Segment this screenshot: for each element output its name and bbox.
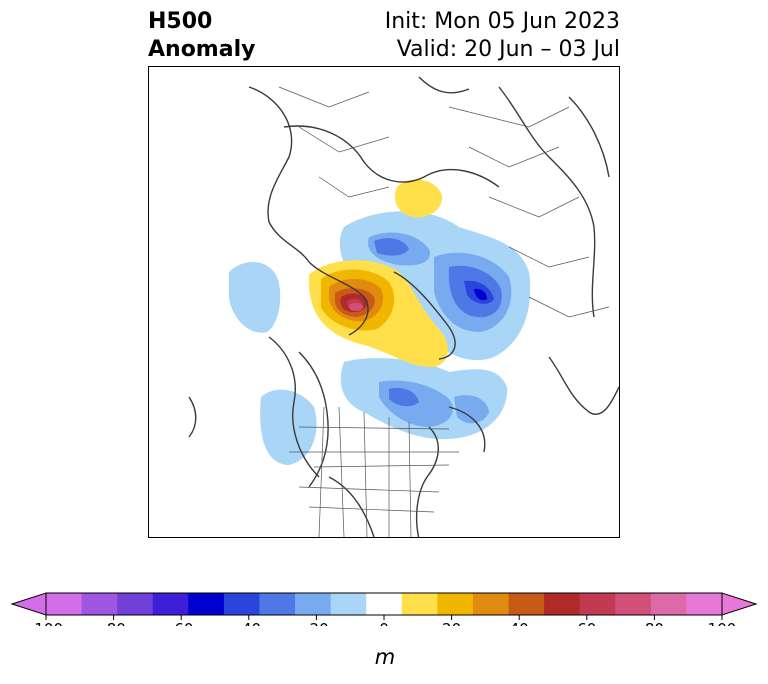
colorbar-tick-label: 80 xyxy=(645,620,664,626)
colorbar: -100 -80 -60 -40 -20 0 20 40 60 80 100 xyxy=(10,592,758,626)
colorbar-tick-label: 40 xyxy=(510,620,529,626)
colorbar-swatch xyxy=(295,593,332,615)
colorbar-swatch xyxy=(544,593,581,615)
colorbar-swatch xyxy=(330,593,367,615)
colorbar-swatch xyxy=(188,593,225,615)
colorbar-tick-label: -80 xyxy=(101,620,126,626)
colorbar-swatch xyxy=(650,593,687,615)
colorbar-tick-label: 100 xyxy=(708,620,737,626)
colorbar-swatch xyxy=(46,593,83,615)
colorbar-tick-label: -100 xyxy=(29,620,63,626)
colorbar-swatch xyxy=(615,593,652,615)
colorbar-unit-label: m xyxy=(374,645,396,669)
map-dates: Init: Mon 05 Jun 2023 Valid: 20 Jun – 03… xyxy=(385,8,620,64)
political-borders xyxy=(278,86,610,537)
map-panel xyxy=(148,66,620,538)
title-quantity: Anomaly xyxy=(148,37,256,62)
colorbar-tick-label: -40 xyxy=(237,620,262,626)
colorbar-swatch xyxy=(366,593,403,615)
colorbar-swatch xyxy=(223,593,260,615)
positive-anomaly-shading xyxy=(308,179,448,367)
title-variable: H500 xyxy=(148,9,213,34)
colorbar-tick-label: -20 xyxy=(304,620,329,626)
colorbar-tick-label: 60 xyxy=(577,620,596,626)
colorbar-swatch xyxy=(401,593,438,615)
colorbar-tick-label: -60 xyxy=(169,620,194,626)
colorbar-swatch xyxy=(508,593,545,615)
colorbar-ticks: -100 -80 -60 -40 -20 0 20 40 60 80 100 xyxy=(29,615,736,626)
colorbar-swatch xyxy=(152,593,189,615)
negative-anomaly-shading xyxy=(229,211,531,465)
colorbar-swatch xyxy=(259,593,296,615)
colorbar-tick-label: 0 xyxy=(379,620,389,626)
coastlines xyxy=(188,76,619,537)
colorbar-swatch xyxy=(686,593,723,615)
colorbar-under-triangle xyxy=(10,592,47,616)
colorbar-swatch xyxy=(472,593,510,615)
map-title: H500 Anomaly xyxy=(148,8,255,64)
colorbar-tick-label: 20 xyxy=(442,620,461,626)
colorbar-swatch xyxy=(117,593,154,615)
colorbar-swatches xyxy=(46,593,723,615)
colorbar-swatch xyxy=(579,593,616,615)
colorbar-over-triangle xyxy=(721,592,758,616)
valid-range: Valid: 20 Jun – 03 Jul xyxy=(396,37,620,62)
colorbar-swatch xyxy=(81,593,118,615)
init-date: Init: Mon 05 Jun 2023 xyxy=(384,9,620,34)
colorbar-swatch xyxy=(437,593,474,615)
anomaly-map xyxy=(188,76,619,537)
